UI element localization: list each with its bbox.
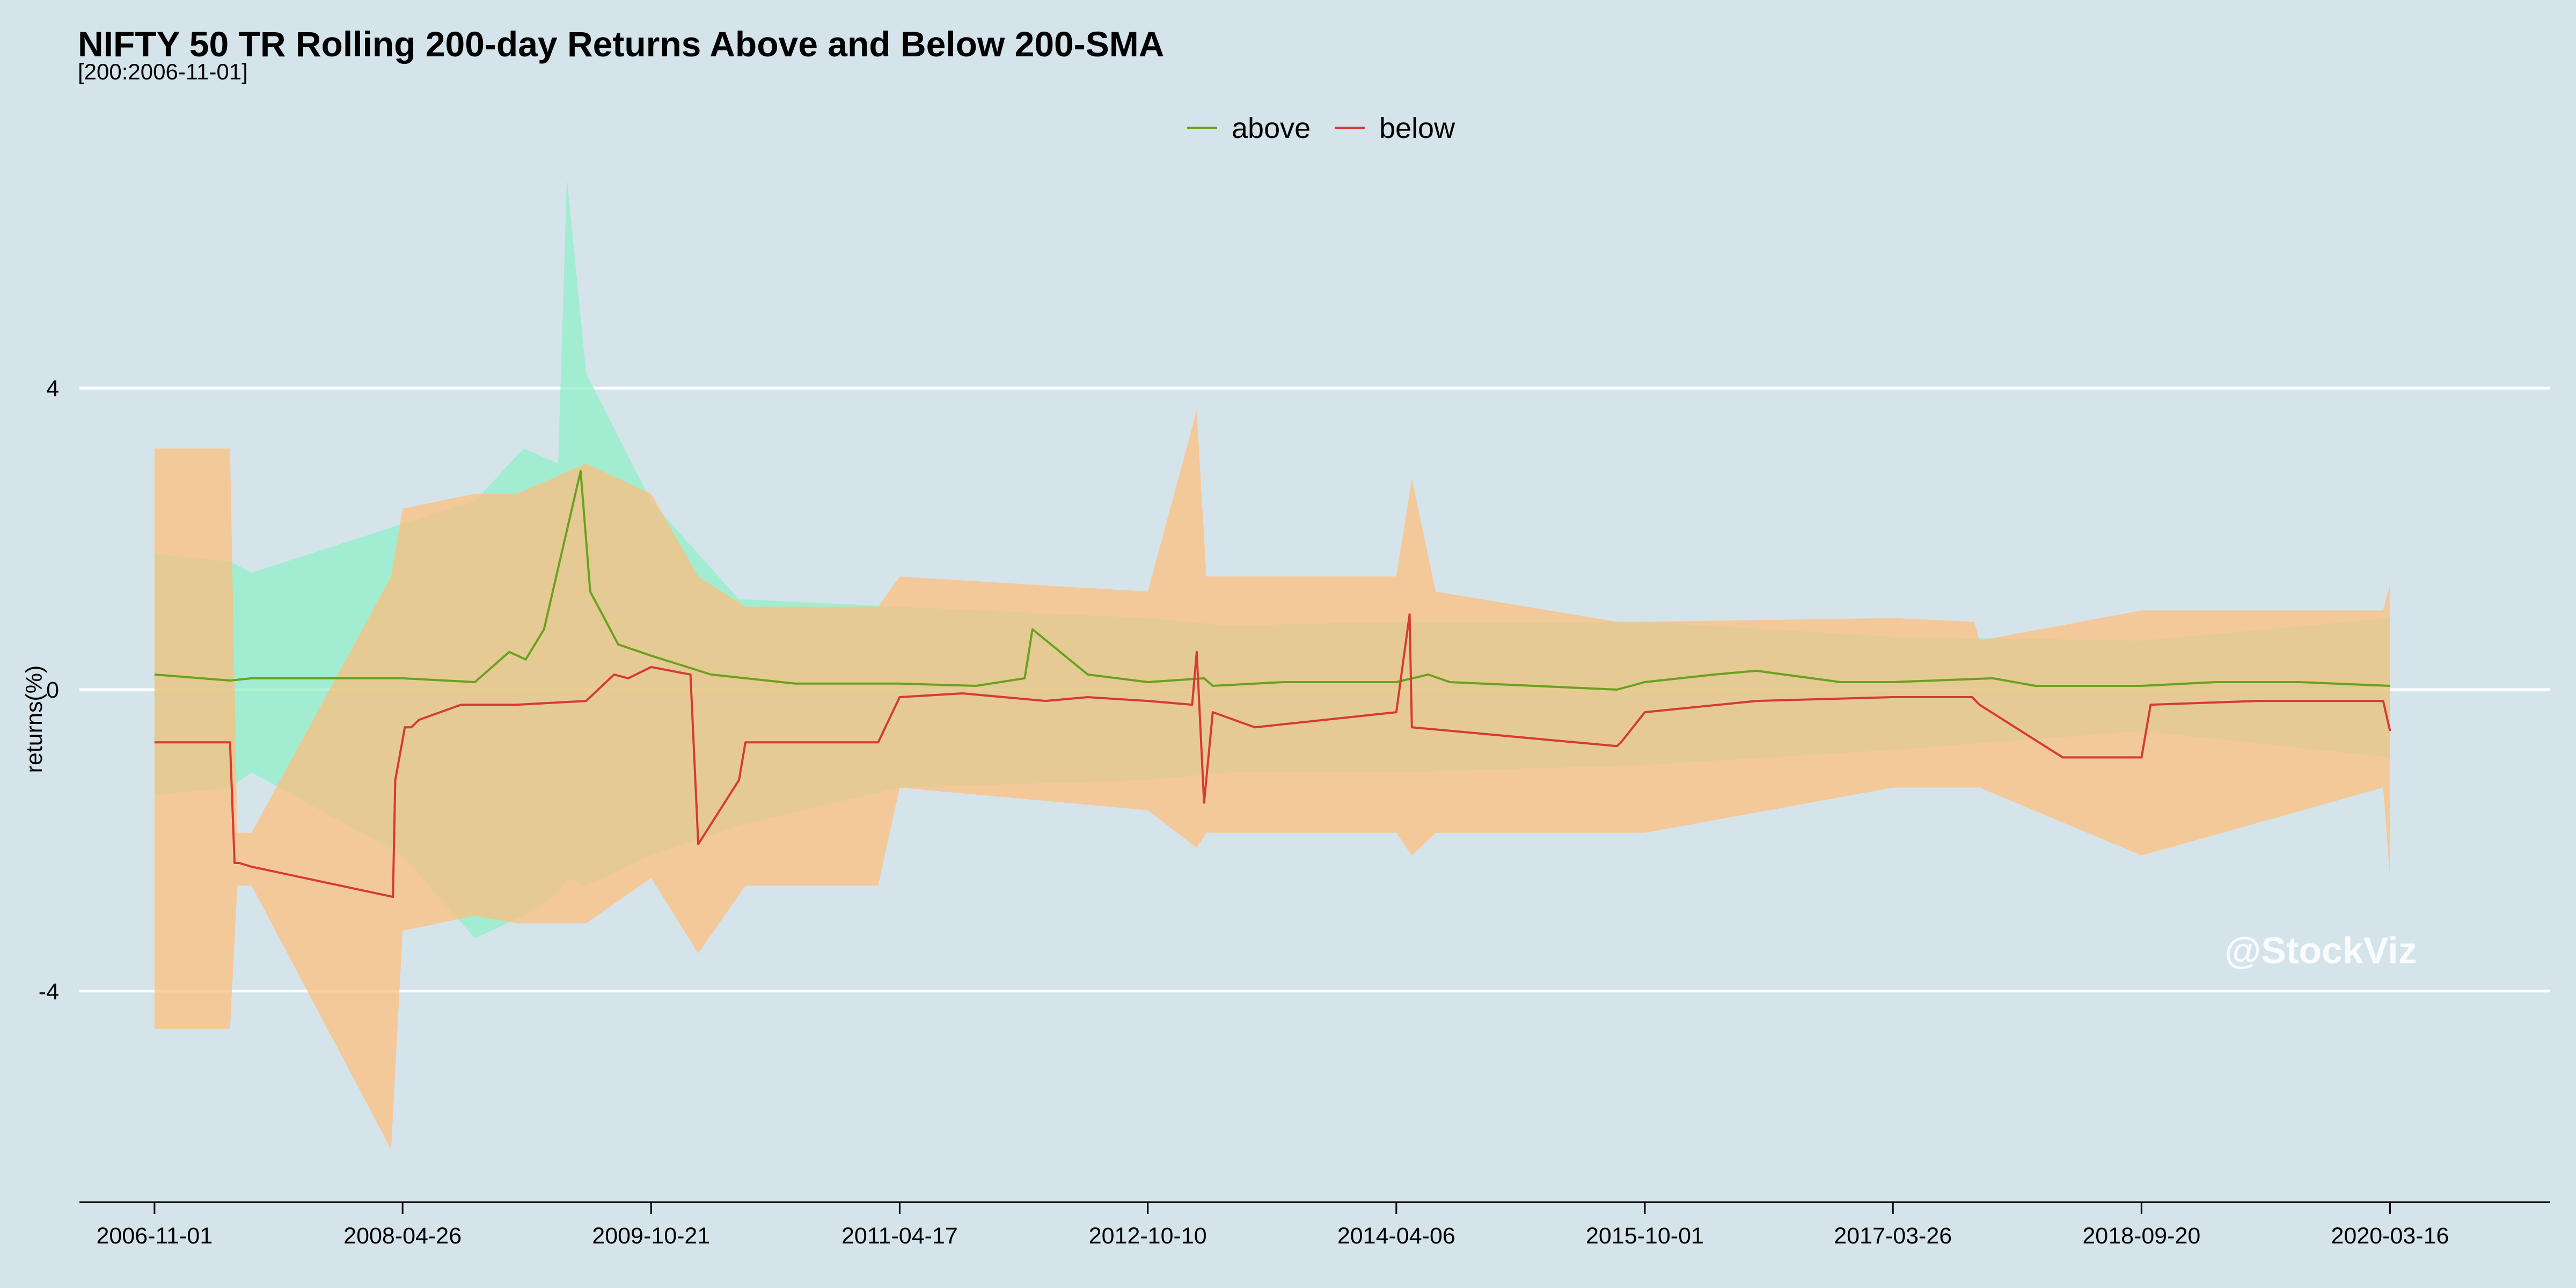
x-tick-label: 2009-10-21 [592,1223,710,1249]
x-tick-label: 2014-04-06 [1337,1223,1455,1249]
band-below [154,411,2390,1150]
x-tick-label: 2008-04-26 [343,1223,462,1249]
x-tick-label: 2020-03-16 [2331,1223,2449,1249]
legend-label-below: below [1379,112,1455,144]
axis-layer: 2006-11-01 2008-04-26 2009-10-21 2011-04-17… [39,376,2550,1249]
x-tick-label: 2018-09-20 [2082,1223,2200,1249]
x-tick-label: 2011-04-17 [841,1223,958,1249]
y-tick-label: 4 [46,376,59,401]
legend-label-above: above [1232,112,1311,144]
chart-title: NIFTY 50 TR Rolling 200-day Returns Abov… [78,24,1164,64]
x-tick-label: 2015-10-01 [1586,1223,1704,1249]
band-layer [154,177,2390,1150]
chart-subtitle: [200:2006-11-01] [78,59,248,84]
x-tick-label: 2012-10-10 [1089,1223,1207,1249]
y-axis-label: returns(%) [21,665,47,773]
line-layer [154,470,2391,898]
y-tick-label: 0 [46,677,59,703]
series-line-below [154,613,2391,898]
legend: above below [1187,112,1455,144]
y-tick-label: -4 [39,979,59,1005]
watermark: @StockViz [2224,930,2417,971]
x-tick-label: 2006-11-01 [96,1223,213,1249]
x-tick-label: 2017-03-26 [1834,1223,1952,1249]
series-line-above [154,470,2390,691]
